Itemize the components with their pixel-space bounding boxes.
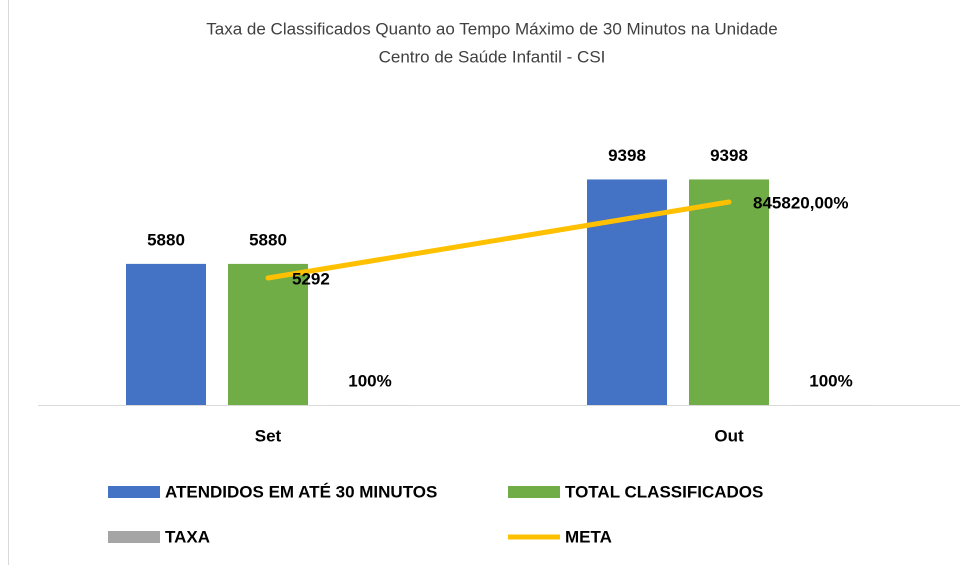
line xyxy=(265,199,732,281)
legend-label: TOTAL CLASSIFICADOS xyxy=(565,482,763,501)
x-tick-label: Out xyxy=(714,426,744,445)
legend-label: ATENDIDOS EM ATÉ 30 MINUTOS xyxy=(165,482,437,501)
bar xyxy=(689,179,769,405)
data-label: 5880 xyxy=(249,230,287,249)
data-label: 845820,00% xyxy=(753,193,848,212)
legend-swatch xyxy=(108,486,160,498)
chart-title: Centro de Saúde Infantil - CSI xyxy=(379,47,606,66)
legend-swatch xyxy=(108,531,160,543)
chart-title: Taxa de Classificados Quanto ao Tempo Má… xyxy=(206,19,777,38)
bar xyxy=(126,263,206,405)
x-tick-label: Set xyxy=(255,426,282,445)
data-label: 5292 xyxy=(292,269,330,288)
legend-label: TAXA xyxy=(165,527,210,546)
data-label: 100% xyxy=(809,371,852,390)
data-label: 100% xyxy=(348,371,391,390)
legend-label: META xyxy=(565,527,612,546)
data-label: 9398 xyxy=(710,146,748,165)
data-label: 5880 xyxy=(147,230,185,249)
legend-swatch xyxy=(508,486,560,498)
data-label: 9398 xyxy=(608,146,646,165)
bar xyxy=(228,263,308,405)
